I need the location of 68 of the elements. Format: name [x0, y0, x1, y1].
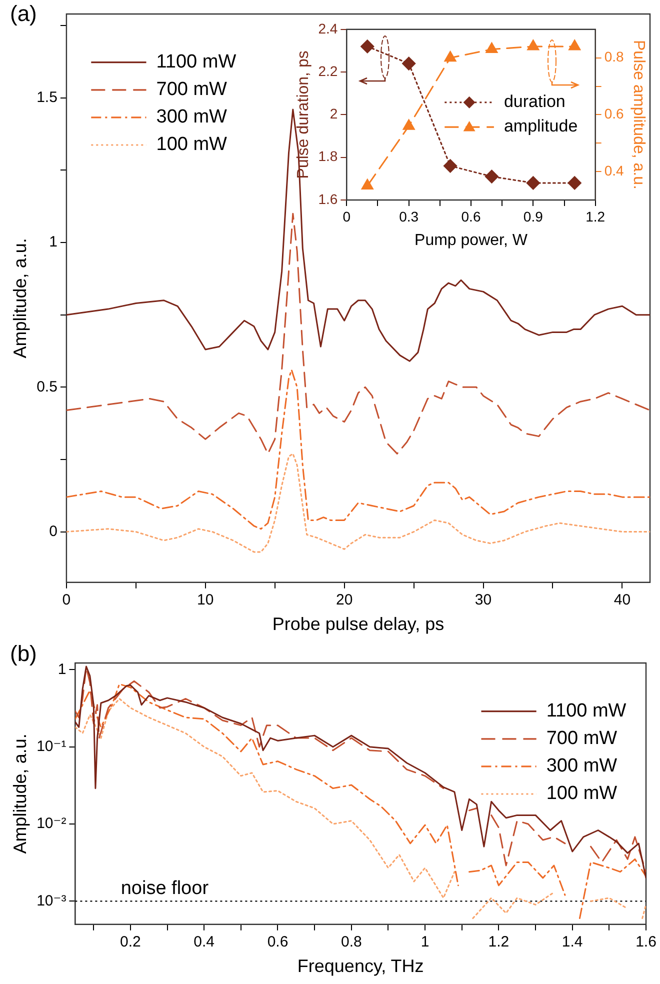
y-tick-label: 1.8	[318, 148, 338, 164]
point	[526, 176, 540, 190]
legend-label: 300 mW	[156, 106, 228, 128]
point	[484, 170, 498, 184]
point	[568, 40, 581, 50]
x-tick-label: 1.2	[586, 208, 606, 224]
y-tick-label: 2	[330, 106, 338, 122]
y-tick-label: 2.2	[318, 62, 338, 79]
point	[444, 51, 456, 62]
line-series	[66, 212, 650, 454]
x-tick-label: 0.2	[120, 934, 141, 951]
point	[486, 42, 498, 54]
legend-label: 700 mW	[546, 728, 618, 750]
point	[527, 40, 540, 50]
y-axis-title: Pulse duration, ps	[295, 50, 312, 179]
x-tick-label: 30	[474, 592, 492, 609]
legend-label: duration	[504, 92, 566, 112]
y2-axis-title: Pulse amplitude, a.u.	[630, 40, 647, 190]
x-tick-label: 10	[197, 592, 214, 609]
x-tick-label: 1.6	[636, 934, 656, 951]
y-tick-label: 0.5	[36, 378, 58, 396]
y-tick-label: 2.4	[318, 20, 338, 36]
y-axis-title: Amplitude, a.u.	[10, 734, 30, 854]
x-tick-label: 0.4	[194, 934, 215, 951]
point	[402, 119, 415, 130]
x-tick-label: 40	[614, 592, 631, 609]
y-tick-label: 10⁻²	[36, 815, 66, 832]
line-series	[66, 452, 650, 553]
y-tick-label: 1	[58, 660, 66, 678]
y-tick-label: 1	[49, 234, 58, 251]
y2-tick-label: 0.6	[604, 106, 624, 122]
x-tick-label: 1	[420, 934, 430, 951]
point	[568, 176, 582, 190]
x-tick-label: 0.8	[340, 934, 362, 951]
point	[360, 40, 374, 54]
y-tick-label: 0	[49, 522, 58, 540]
text: (b)	[10, 641, 37, 666]
legend-label: 100 mW	[156, 134, 228, 156]
x-axis-title: Probe pulse delay, ps	[272, 614, 444, 634]
y-tick-label: 1.5	[36, 89, 58, 106]
legend-label: 1100 mW	[156, 52, 236, 73]
legend-label: 100 mW	[546, 783, 618, 804]
y-tick-label: 10⁻¹	[36, 738, 66, 755]
point	[402, 56, 416, 70]
point	[444, 159, 458, 173]
y-tick-label: 10⁻³	[36, 892, 66, 910]
legend-label: amplitude	[504, 116, 578, 136]
x-tick-label: 1.2	[488, 934, 510, 951]
line-series	[66, 369, 650, 530]
ref-line-label: noise floor	[120, 878, 210, 899]
x-tick-label: 1.4	[562, 934, 583, 951]
x-tick-label: 0.6	[267, 934, 288, 951]
x-axis-title: Pump power, W	[414, 232, 528, 249]
x-tick-label: 0.6	[461, 208, 481, 224]
y2-tick-label: 0.4	[604, 162, 624, 178]
y2-tick-label: 0.8	[604, 48, 624, 65]
point	[361, 179, 374, 190]
legend-label: 1100 mW	[546, 700, 626, 722]
legend-label: 700 mW	[156, 79, 228, 100]
x-tick-label: 0.3	[399, 208, 419, 224]
x-tick-label: 0	[342, 208, 351, 224]
x-axis-title: Frequency, THz	[297, 956, 424, 976]
y-axis-title: Amplitude, a.u.	[10, 238, 30, 358]
legend-label: 300 mW	[546, 756, 618, 777]
y-tick-label: 1.6	[318, 190, 338, 207]
x-tick-label: 0.9	[523, 208, 544, 224]
x-tick-label: 20	[336, 592, 353, 609]
text: (a)	[10, 1, 37, 26]
